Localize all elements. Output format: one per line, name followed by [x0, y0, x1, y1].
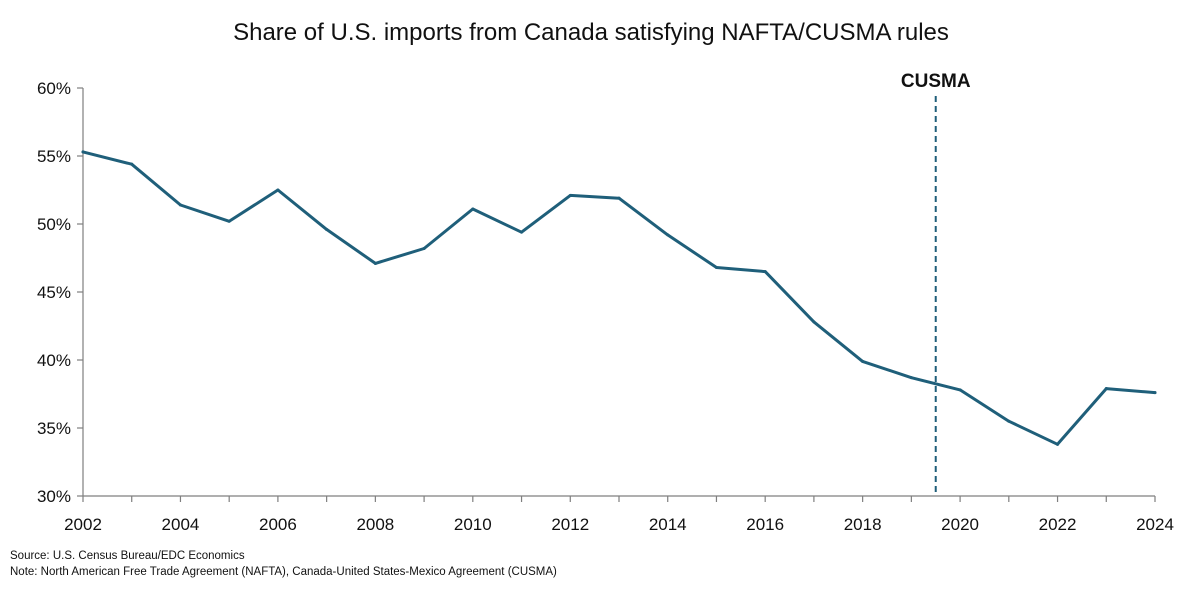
cusma-annotation-label: CUSMA	[901, 71, 971, 92]
series-line-0	[81, 150, 1157, 446]
series	[81, 150, 1157, 446]
chart-title: Share of U.S. imports from Canada satisf…	[233, 19, 949, 46]
x-tick-label: 2012	[551, 515, 589, 534]
y-tick-label: 45%	[37, 283, 71, 302]
data-point	[763, 270, 767, 274]
data-point	[861, 359, 865, 363]
line-chart: Share of U.S. imports from Canada satisf…	[37, 19, 1174, 534]
data-point	[1007, 419, 1011, 423]
x-tick-label: 2024	[1136, 515, 1174, 534]
data-point	[178, 203, 182, 207]
chart-notes: Source: U.S. Census Bureau/EDC Economics…	[10, 548, 557, 580]
x-tick-label: 2006	[259, 515, 297, 534]
x-tick-label: 2002	[64, 515, 102, 534]
x-tick-label: 2020	[941, 515, 979, 534]
data-point	[227, 219, 231, 223]
data-point	[520, 230, 524, 234]
x-tick-label: 2022	[1039, 515, 1077, 534]
y-tick-label: 50%	[37, 215, 71, 234]
x-tick-label: 2018	[844, 515, 882, 534]
x-tick-label: 2004	[162, 515, 200, 534]
data-point	[568, 193, 572, 197]
y-axis: 30% 35% 40% 45% 50% 55% 60%	[37, 79, 84, 506]
data-point	[422, 246, 426, 250]
data-point	[276, 188, 280, 192]
footnote: Note: North American Free Trade Agreemen…	[10, 566, 557, 578]
x-tick-label: 2016	[746, 515, 784, 534]
data-point	[81, 150, 85, 154]
data-point	[666, 233, 670, 237]
data-point	[325, 227, 329, 231]
x-tick-label: 2014	[649, 515, 687, 534]
data-point	[714, 266, 718, 270]
data-point	[1056, 442, 1060, 446]
data-point	[130, 162, 134, 166]
annotations: CUSMA	[901, 71, 971, 496]
data-point	[617, 196, 621, 200]
y-tick-label: 55%	[37, 147, 71, 166]
data-point	[1153, 391, 1157, 395]
source-note: Source: U.S. Census Bureau/EDC Economics	[10, 550, 245, 562]
data-point	[373, 261, 377, 265]
y-tick-label: 35%	[37, 419, 71, 438]
data-point	[812, 320, 816, 324]
data-point	[1104, 387, 1108, 391]
data-point	[958, 388, 962, 392]
x-tick-label: 2008	[356, 515, 394, 534]
x-axis: 2002 2004 2006 2008 2010 2012 2014 2016 2018 2020…	[64, 495, 1174, 534]
y-tick-label: 40%	[37, 351, 71, 370]
data-point	[909, 376, 913, 380]
data-point	[471, 207, 475, 211]
y-tick-label: 60%	[37, 79, 71, 98]
x-tick-label: 2010	[454, 515, 492, 534]
y-tick-label: 30%	[37, 487, 71, 506]
